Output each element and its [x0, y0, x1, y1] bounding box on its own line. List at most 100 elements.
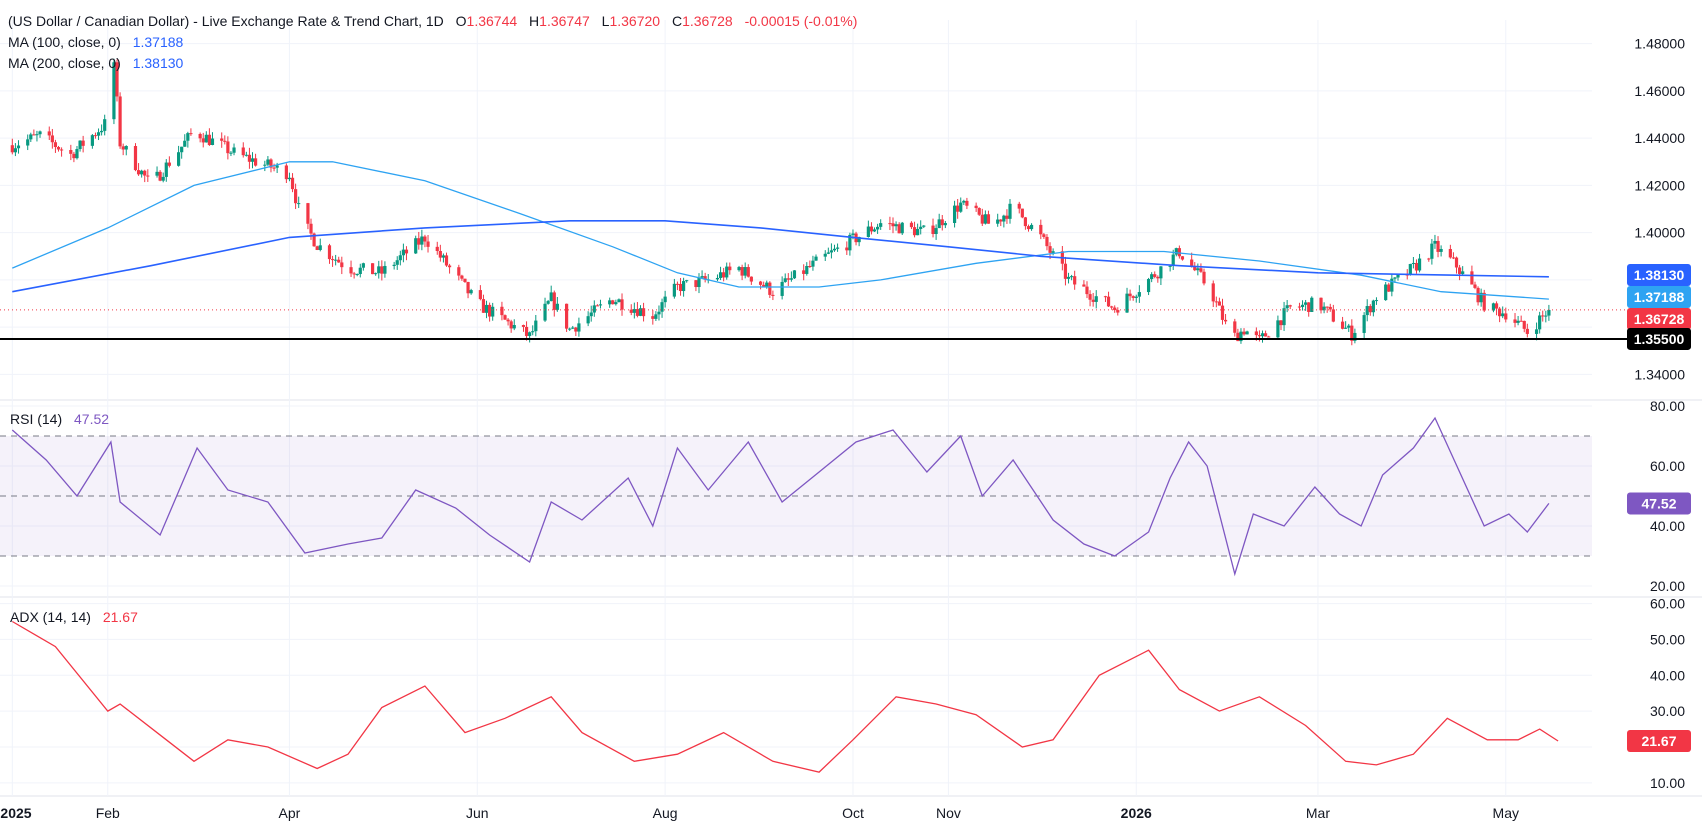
candle-up[interactable]: [1538, 311, 1542, 334]
candle-up[interactable]: [780, 276, 784, 300]
candle-up[interactable]: [654, 311, 658, 321]
candle-down[interactable]: [758, 280, 763, 290]
candle-up[interactable]: [943, 220, 947, 229]
candle-up[interactable]: [1371, 299, 1375, 317]
ma100-line[interactable]: [12, 161, 1549, 300]
candle-up[interactable]: [1310, 296, 1314, 313]
candle-up[interactable]: [586, 311, 590, 327]
candle-down[interactable]: [349, 260, 353, 278]
candle-up[interactable]: [392, 261, 396, 270]
candle-down[interactable]: [1214, 296, 1218, 308]
candle-up[interactable]: [1125, 287, 1129, 313]
candle-down[interactable]: [1045, 234, 1049, 251]
candle-up[interactable]: [1439, 245, 1443, 257]
candle-up[interactable]: [232, 143, 236, 156]
candle-up[interactable]: [140, 169, 144, 178]
candle-up[interactable]: [614, 299, 618, 306]
candle-down[interactable]: [1005, 209, 1009, 224]
candle-up[interactable]: [1069, 274, 1074, 281]
candle-down[interactable]: [746, 264, 750, 278]
candle-down[interactable]: [1023, 216, 1028, 230]
candle-down[interactable]: [620, 293, 624, 316]
candle-down[interactable]: [241, 142, 245, 158]
candle-down[interactable]: [189, 128, 193, 136]
candle-down[interactable]: [1328, 303, 1332, 312]
candle-up[interactable]: [90, 133, 94, 149]
candle-down[interactable]: [1110, 305, 1114, 310]
candle-down[interactable]: [1017, 201, 1021, 214]
candle-down[interactable]: [986, 210, 991, 224]
candle-down[interactable]: [1177, 245, 1181, 259]
candle-down[interactable]: [740, 264, 744, 281]
candle-down[interactable]: [50, 128, 54, 149]
candle-down[interactable]: [10, 138, 14, 155]
candle-up[interactable]: [916, 223, 920, 236]
candle-down[interactable]: [611, 299, 615, 305]
candle-down[interactable]: [380, 260, 384, 281]
candle-down[interactable]: [466, 281, 470, 299]
candle-down[interactable]: [72, 151, 76, 163]
candle-down[interactable]: [1482, 289, 1486, 313]
ma200-legend[interactable]: MA (200, close, 0) 1.38130: [8, 55, 184, 71]
candle-down[interactable]: [980, 208, 984, 227]
candle-up[interactable]: [176, 145, 181, 167]
candle-up[interactable]: [414, 235, 418, 254]
candle-down[interactable]: [1233, 318, 1237, 337]
rsi-line[interactable]: [11, 416, 1550, 577]
candle-up[interactable]: [632, 302, 636, 319]
candle-up[interactable]: [38, 130, 42, 138]
candle-up[interactable]: [401, 243, 405, 263]
candle-down[interactable]: [69, 144, 73, 161]
candle-up[interactable]: [829, 243, 834, 259]
candle-up[interactable]: [180, 146, 184, 159]
candle-down[interactable]: [315, 245, 319, 251]
candle-down[interactable]: [284, 163, 288, 184]
candle-up[interactable]: [555, 296, 559, 312]
candle-down[interactable]: [269, 158, 273, 173]
candle-up[interactable]: [792, 270, 797, 280]
candle-down[interactable]: [330, 255, 335, 267]
candle-up[interactable]: [297, 196, 301, 209]
candle-down[interactable]: [786, 273, 790, 287]
candle-down[interactable]: [931, 218, 935, 238]
candle-down[interactable]: [1153, 271, 1157, 279]
candle-down[interactable]: [956, 199, 960, 219]
candle-down[interactable]: [1427, 257, 1431, 262]
candle-up[interactable]: [374, 272, 378, 276]
candle-up[interactable]: [204, 131, 208, 143]
candle-down[interactable]: [1494, 301, 1499, 316]
candle-down[interactable]: [1263, 330, 1268, 337]
candle-down[interactable]: [1519, 315, 1523, 322]
candle-up[interactable]: [96, 128, 101, 141]
candle-up[interactable]: [266, 156, 270, 167]
candle-up[interactable]: [1029, 223, 1034, 231]
candle-down[interactable]: [1307, 302, 1311, 317]
candle-down[interactable]: [457, 264, 461, 281]
candle-down[interactable]: [294, 183, 298, 210]
candle-up[interactable]: [952, 200, 957, 228]
candle-up[interactable]: [512, 319, 516, 331]
candle-up[interactable]: [103, 114, 107, 136]
candle-up[interactable]: [1066, 272, 1071, 284]
candle-down[interactable]: [417, 231, 421, 250]
candle-down[interactable]: [1190, 252, 1194, 268]
candle-down[interactable]: [115, 59, 119, 102]
candle-up[interactable]: [1374, 297, 1379, 305]
candle-down[interactable]: [1541, 310, 1545, 322]
candle-down[interactable]: [404, 246, 409, 261]
candle-down[interactable]: [423, 234, 427, 248]
candle-down[interactable]: [500, 301, 504, 321]
candle-down[interactable]: [290, 173, 295, 193]
candle-down[interactable]: [524, 321, 529, 341]
candle-up[interactable]: [491, 302, 495, 321]
candle-down[interactable]: [226, 136, 230, 160]
candle-down[interactable]: [629, 304, 633, 316]
candle-up[interactable]: [1544, 310, 1548, 323]
candle-up[interactable]: [263, 160, 267, 172]
rsi-pane[interactable]: [11, 416, 1550, 577]
candle-down[interactable]: [845, 241, 849, 255]
candle-down[interactable]: [1128, 289, 1132, 301]
candle-down[interactable]: [223, 135, 227, 145]
candle-down[interactable]: [93, 132, 98, 139]
candle-up[interactable]: [660, 298, 664, 318]
